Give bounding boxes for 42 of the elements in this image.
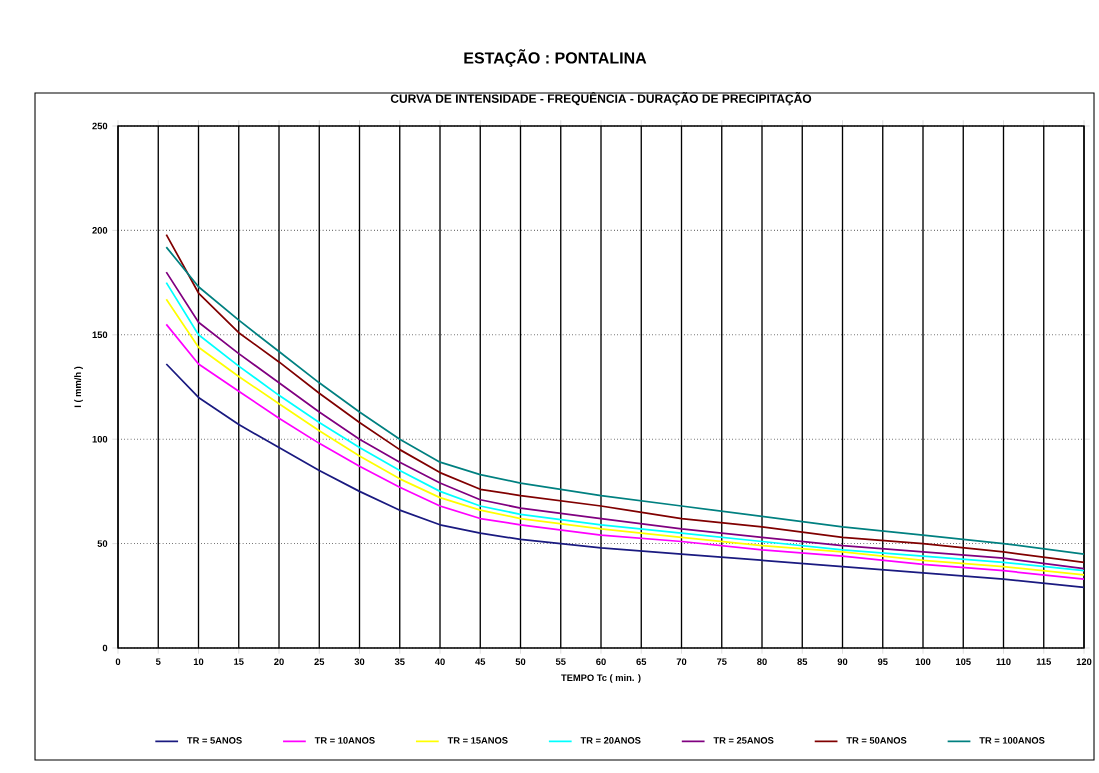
legend-label: TR = 100ANOS	[979, 737, 1045, 744]
x-tick-label: 35	[394, 658, 405, 666]
y-tick-label: 250	[92, 122, 108, 130]
x-tick-label: 60	[596, 658, 606, 665]
x-tick-label: 115	[1036, 658, 1052, 665]
legend-label: TR = 25ANOS	[713, 737, 774, 744]
x-tick-label: 55	[555, 658, 566, 665]
x-tick-label: 80	[757, 658, 767, 665]
x-tick-label: 120	[1076, 658, 1092, 665]
x-tick-label: 90	[837, 658, 848, 665]
x-tick-label: 5	[155, 658, 161, 665]
y-tick-label: 100	[92, 435, 108, 443]
x-tick-label: 65	[636, 658, 647, 665]
x-tick-label: 10	[193, 658, 204, 665]
y-tick-label: 0	[102, 644, 108, 652]
x-tick-label: 85	[797, 658, 808, 665]
x-tick-label: 15	[234, 658, 244, 665]
x-tick-label: 30	[354, 658, 365, 666]
y-tick-label: 200	[92, 227, 108, 234]
x-tick-label: 25	[314, 658, 325, 665]
x-tick-label: 50	[515, 658, 526, 665]
legend-label: TR = 10ANOS	[314, 737, 375, 744]
x-tick-label: 45	[475, 658, 486, 665]
y-tick-label: 50	[97, 540, 108, 547]
x-axis-title: TEMPO Tc ( min. )	[561, 674, 641, 683]
x-tick-label: 105	[956, 658, 971, 665]
x-tick-label: 95	[877, 658, 888, 665]
x-tick-label: 75	[716, 658, 727, 665]
x-tick-label: 100	[915, 658, 931, 665]
x-tick-label: 110	[996, 658, 1011, 665]
chart-title: ESTAÇÃO : PONTALINA	[464, 49, 647, 67]
legend-label: TR = 15ANOS	[447, 737, 508, 744]
x-tick-label: 70	[676, 658, 687, 665]
y-tick-label: 150	[92, 331, 108, 339]
x-tick-label: 20	[274, 658, 284, 665]
legend-label: TR = 20ANOS	[580, 737, 641, 744]
x-tick-label: 40	[434, 658, 445, 665]
y-axis-title: I ( mm/h )	[74, 366, 83, 408]
chart-subtitle: CURVA DE INTENSIDADE - FREQUÊNCIA - DURAÇÃO DE PRECIPITAÇÃO	[390, 92, 812, 106]
legend-label: TR = 50ANOS	[846, 737, 907, 744]
x-tick-label: 0	[115, 658, 121, 665]
legend-label: TR = 5ANOS	[187, 737, 242, 744]
